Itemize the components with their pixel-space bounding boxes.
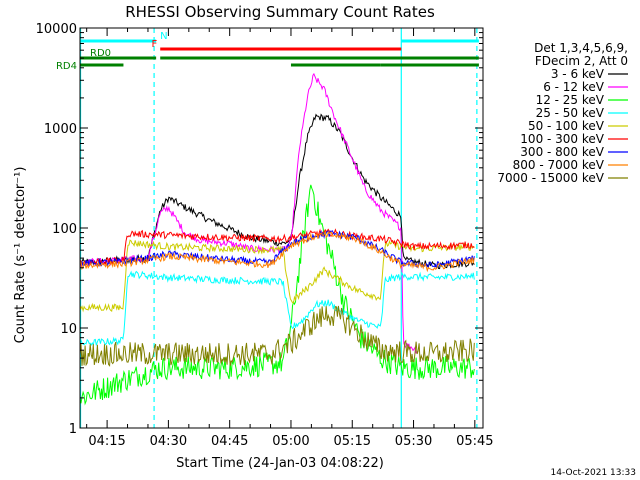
y-tick-label: 1 — [69, 422, 77, 437]
y-tick-label: 1000 — [44, 122, 77, 137]
legend-header: Det 1,3,4,5,6,9, — [534, 41, 628, 55]
series-800-7000-kev — [80, 230, 475, 273]
timestamp: 14-Oct-2021 13:33 — [551, 468, 636, 478]
flag-label-n: N — [160, 31, 167, 42]
legend-label: 25 - 50 keV — [536, 106, 605, 120]
y-axis-label-text: Count Rate (s⁻¹ detector⁻¹) — [13, 167, 28, 344]
x-tick-label: 04:15 — [88, 434, 125, 449]
series-7000-15000-kev — [80, 305, 475, 367]
x-tick-label: 05:15 — [334, 434, 371, 449]
series-25-50-kev — [80, 270, 475, 347]
legend-label: 7000 - 15000 keV — [497, 171, 604, 185]
series-12-25-kev — [80, 184, 475, 406]
y-tick-label: 100 — [52, 222, 77, 237]
y-axis-label: Count Rate (s⁻¹ detector⁻¹) — [13, 167, 28, 344]
flag-label-rd4: RD4 — [56, 61, 77, 72]
legend-label: 300 - 800 keV — [520, 145, 604, 159]
x-tick-label: 04:45 — [211, 434, 248, 449]
y-tick-label: 10000 — [36, 22, 77, 37]
x-tick-label: 05:00 — [272, 434, 309, 449]
x-tick-label: 05:45 — [456, 434, 493, 449]
x-tick-label: 04:30 — [150, 434, 187, 449]
y-tick-label: 10 — [60, 322, 77, 337]
legend-label: 6 - 12 keV — [543, 80, 605, 94]
legend-label: 100 - 300 keV — [520, 132, 604, 146]
series-6-12-kev — [80, 72, 418, 354]
x-axis-label: Start Time (24-Jan-03 04:08:22) — [176, 456, 384, 471]
chart-title: RHESSI Observing Summary Count Rates — [125, 3, 435, 21]
legend-label: 50 - 100 keV — [528, 119, 605, 133]
legend-label: 12 - 25 keV — [536, 93, 605, 107]
series-100-300-kev — [80, 228, 475, 267]
flag-label-rd0: RD0 — [90, 48, 111, 59]
x-tick-label: 05:30 — [395, 434, 432, 449]
legend-label: 800 - 7000 keV — [513, 158, 605, 172]
legend-header: FDecim 2, Att 0 — [535, 54, 628, 68]
legend: Det 1,3,4,5,6,9,FDecim 2, Att 03 - 6 keV… — [497, 41, 628, 185]
flag-bars: NF RD0 RD4 — [56, 31, 479, 72]
legend-label: 3 - 6 keV — [551, 67, 605, 81]
flag-label-f: F — [151, 39, 157, 50]
axes: 1 10 100 1000 10000 04:15 04:30 04:45 05:00 05:15… — [36, 22, 494, 449]
series-layer — [80, 72, 475, 406]
